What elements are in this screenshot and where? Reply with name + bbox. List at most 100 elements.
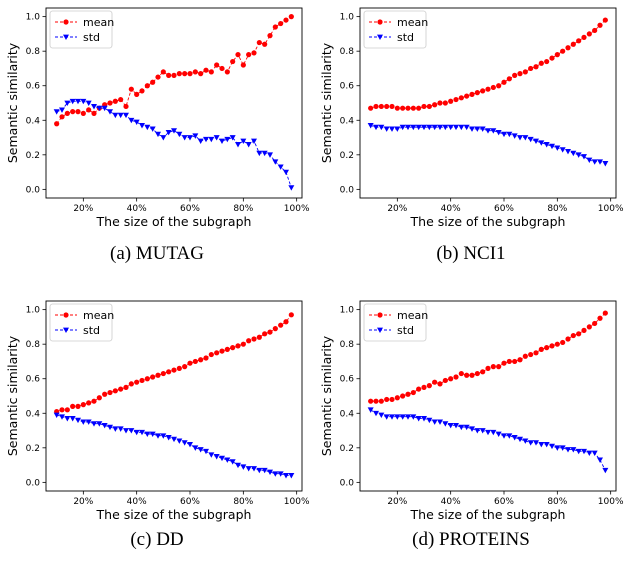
data-point-mean xyxy=(474,90,480,96)
data-point-std xyxy=(570,447,577,453)
data-point-std xyxy=(458,424,465,431)
legend-label-std: std xyxy=(397,31,414,44)
plot-frame xyxy=(45,7,303,199)
legend: mean std xyxy=(49,10,114,49)
data-point-mean xyxy=(400,393,406,399)
data-point-mean xyxy=(570,41,576,47)
data-point-std xyxy=(522,438,529,444)
data-point-std xyxy=(426,124,433,131)
data-point-mean xyxy=(442,100,448,106)
data-point-mean xyxy=(469,91,475,97)
data-point-std xyxy=(485,429,491,436)
y-tick-label: 0.8 xyxy=(26,47,41,57)
data-point-std xyxy=(581,154,587,160)
y-tick-label: 0.4 xyxy=(340,116,355,126)
data-point-std xyxy=(235,142,241,148)
data-point-mean xyxy=(107,100,113,106)
y-tick-label: 0.8 xyxy=(26,340,41,350)
data-point-std xyxy=(533,138,539,144)
data-point-std xyxy=(149,126,156,132)
data-point-std xyxy=(538,441,545,448)
data-point-std xyxy=(527,136,534,143)
data-point-mean xyxy=(469,372,475,378)
data-point-mean xyxy=(533,350,539,356)
data-point-mean xyxy=(464,372,470,378)
data-point-std xyxy=(181,440,188,446)
data-point-std xyxy=(245,142,252,148)
plot-frame xyxy=(45,300,303,492)
data-point-mean xyxy=(240,62,246,68)
data-point-std xyxy=(591,450,598,456)
data-point-mean xyxy=(54,121,60,127)
y-axis-label: Semantic similarity xyxy=(5,335,20,456)
data-point-mean xyxy=(458,370,464,377)
data-point-std xyxy=(586,450,593,456)
data-point-std xyxy=(229,459,236,465)
data-point-std xyxy=(101,422,108,429)
data-point-std xyxy=(474,428,481,434)
data-point-std xyxy=(107,424,113,431)
data-point-mean xyxy=(166,72,172,78)
legend: mean std xyxy=(49,303,114,342)
data-point-std xyxy=(53,412,60,418)
data-point-std xyxy=(197,447,204,453)
data-point-mean xyxy=(384,396,390,403)
data-point-std xyxy=(485,128,491,134)
data-point-mean xyxy=(592,27,598,34)
x-tick-label: 60% xyxy=(180,204,200,214)
x-tick-label: 100% xyxy=(598,204,624,214)
data-point-std xyxy=(378,412,385,418)
data-point-mean xyxy=(107,389,113,396)
data-point-mean xyxy=(203,67,209,73)
data-point-mean xyxy=(64,407,70,413)
data-point-std xyxy=(59,414,65,420)
data-point-std xyxy=(101,105,108,112)
data-point-mean xyxy=(432,102,438,108)
data-point-mean xyxy=(373,398,379,404)
x-tick-label: 80% xyxy=(547,204,567,214)
data-point-mean xyxy=(214,350,220,356)
data-point-std xyxy=(213,135,220,141)
x-tick-label: 20% xyxy=(73,204,93,214)
data-point-std xyxy=(85,419,92,425)
data-point-std xyxy=(442,124,449,131)
data-point-std xyxy=(160,433,167,439)
data-point-std xyxy=(565,148,571,155)
data-point-mean xyxy=(171,72,177,78)
data-point-mean xyxy=(565,336,571,342)
data-point-std xyxy=(559,445,566,451)
data-point-mean xyxy=(554,341,560,347)
data-point-mean xyxy=(592,320,598,327)
data-point-mean xyxy=(59,114,65,120)
data-point-std xyxy=(495,431,502,437)
data-point-std xyxy=(176,131,183,138)
data-point-std xyxy=(192,445,199,451)
data-point-mean xyxy=(70,403,76,409)
data-point-std xyxy=(389,414,395,420)
data-point-mean xyxy=(75,109,81,115)
data-point-mean xyxy=(64,110,70,116)
data-point-mean xyxy=(496,364,502,370)
data-point-std xyxy=(591,159,598,165)
data-point-mean xyxy=(283,319,289,325)
data-point-mean xyxy=(59,407,65,413)
y-tick-label: 0.4 xyxy=(26,116,41,126)
data-point-mean xyxy=(246,338,252,344)
data-point-std xyxy=(453,124,459,131)
x-tick-label: 60% xyxy=(180,497,200,507)
data-point-mean xyxy=(528,65,534,72)
data-point-std xyxy=(75,98,81,105)
x-axis-label: The size of the subgraph xyxy=(96,507,252,522)
data-point-mean xyxy=(528,351,534,358)
data-point-mean xyxy=(405,105,411,111)
legend-label-mean: mean xyxy=(397,309,428,322)
data-point-std xyxy=(549,443,555,450)
data-point-std xyxy=(80,98,87,105)
data-point-std xyxy=(171,436,177,443)
data-point-mean xyxy=(198,71,204,77)
data-point-std xyxy=(517,436,523,443)
mutag-line-chart: 20% 40% 60% 80% 100% 0.0 0.2 0.4 0.6 0.8 1.0 The si… xyxy=(5,7,310,229)
data-point-std xyxy=(69,98,76,105)
data-point-mean xyxy=(544,345,550,351)
data-point-std xyxy=(602,161,609,167)
